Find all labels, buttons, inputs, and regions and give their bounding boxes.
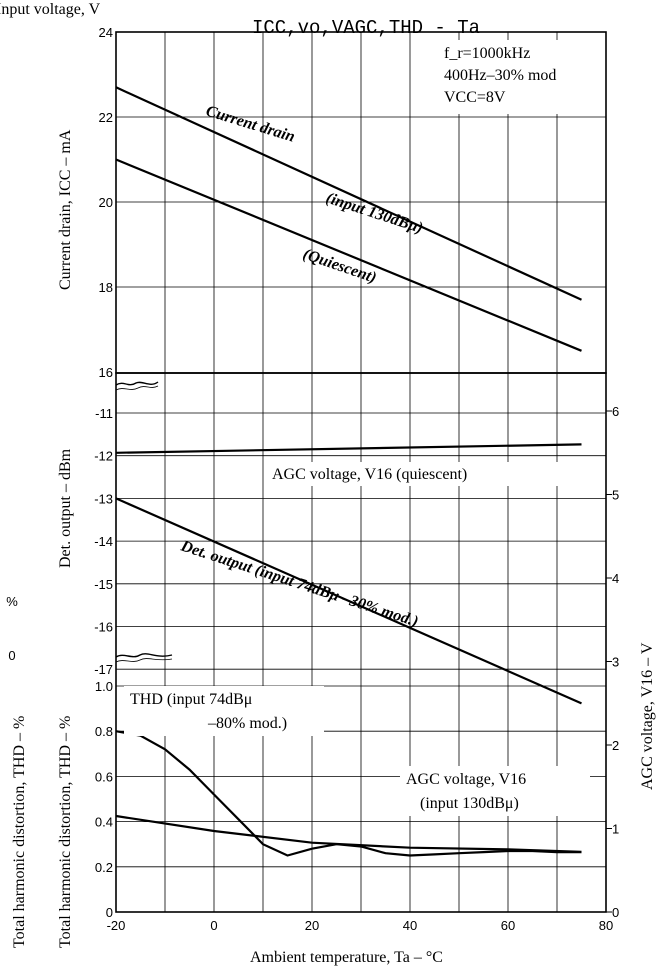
- x-axis-label: Ambient temperature, Ta – °C: [250, 949, 443, 966]
- y-tick-label-agc: 5: [612, 488, 619, 503]
- condition-mod: 400Hz–30% mod: [444, 67, 556, 84]
- series-line-agc-input: [115, 814, 582, 853]
- y-tick-label-agc: 1: [612, 822, 619, 837]
- condition-vcc: VCC=8V: [444, 89, 506, 106]
- y-tick-label-thd: 0.2: [95, 860, 113, 875]
- y-tick-label-detout: -11: [95, 406, 113, 421]
- y-tick-label-agc: 6: [612, 404, 619, 419]
- y-tick-label-thd: 1.0: [95, 679, 113, 694]
- y-tick-label-thd: 0.4: [95, 815, 113, 830]
- condition-freq: f_r=1000kHz: [444, 45, 530, 62]
- annotation-agc-quiescent: AGC voltage, V16 (quiescent): [272, 466, 467, 483]
- annotation-agc-input-group: AGC voltage, V16 (input 130dBμ): [400, 766, 590, 816]
- y-tick-label-detout: -14: [94, 534, 113, 549]
- left-edge-zero-mark: 0: [8, 648, 15, 663]
- axis-break-lower-2: [115, 658, 173, 663]
- y-axis-label-agc: AGC voltage, V16 – V: [639, 642, 656, 790]
- chart-title: ICC,vo,VAGC,THD - Ta: [252, 17, 480, 39]
- header-fragment: Input voltage, V: [0, 1, 101, 18]
- curves: [115, 86, 582, 857]
- y-tick-label-current: 16: [99, 365, 113, 380]
- y-tick-label-detout: -17: [94, 662, 113, 677]
- series-line-quiescent: [115, 158, 582, 352]
- axis-break-lower: [115, 653, 173, 658]
- y-axis-label-detout: Det. output – dBm: [57, 448, 74, 568]
- y-tick-label-current: 22: [99, 110, 113, 125]
- y-tick-label-detout: -13: [94, 491, 113, 506]
- y-tick-label-agc: 3: [612, 655, 619, 670]
- annotation-thd-group: THD (input 74dBμ –80% mod.): [124, 686, 324, 736]
- series-line-det-output: [115, 497, 582, 705]
- x-tick-label: 20: [305, 918, 319, 933]
- y-axis-label-current: Current drain, ICC – mA: [57, 129, 74, 290]
- y-tick-label-agc: 2: [612, 738, 619, 753]
- series-line-current-drain: [115, 86, 582, 301]
- series-line-agc-quiescent: [115, 443, 582, 454]
- y-axis-label-thd-extra: Total harmonic distortion, THD – %: [11, 716, 28, 948]
- annotation-current-drain: Current drain: [204, 103, 297, 146]
- y-tick-label-thd: 0: [106, 905, 113, 920]
- y-tick-label-current: 24: [99, 25, 113, 40]
- conditions-box: f_r=1000kHz 400Hz–30% mod VCC=8V: [440, 40, 602, 114]
- y-tick-label-detout: -16: [94, 620, 113, 635]
- x-tick-label: -20: [107, 918, 126, 933]
- x-tick-label: 40: [403, 918, 417, 933]
- y-tick-label-detout: -15: [94, 577, 113, 592]
- y-tick-label-agc: 0: [612, 905, 619, 920]
- axis-break-upper: [115, 381, 159, 386]
- x-tick-label: 60: [501, 918, 515, 933]
- annotation-thd-2: –80% mod.): [207, 715, 287, 732]
- y-tick-label-thd: 0.6: [95, 769, 113, 784]
- x-tick-label: 80: [599, 918, 613, 933]
- y-tick-label-current: 18: [99, 280, 113, 295]
- y-tick-label-current: 20: [99, 195, 113, 210]
- y-tick-label-agc: 4: [612, 571, 619, 586]
- annotation-agc-quiescent-group: AGC voltage, V16 (quiescent): [268, 462, 586, 486]
- x-tick-label: 0: [210, 918, 217, 933]
- annotation-thd-1: THD (input 74dBμ: [130, 691, 252, 708]
- y-tick-label-detout: -12: [94, 449, 113, 464]
- series-line-thd: [115, 730, 582, 857]
- axis-break-upper-2: [115, 385, 159, 391]
- annotation-agc-input-1: AGC voltage, V16: [406, 771, 526, 788]
- annotation-agc-input-2: (input 130dBμ): [420, 795, 519, 812]
- y-axis-label-thd: Total harmonic distortion, THD – %: [57, 716, 74, 948]
- left-edge-percent-mark: %: [6, 594, 18, 609]
- y-tick-label-thd: 0.8: [95, 724, 113, 739]
